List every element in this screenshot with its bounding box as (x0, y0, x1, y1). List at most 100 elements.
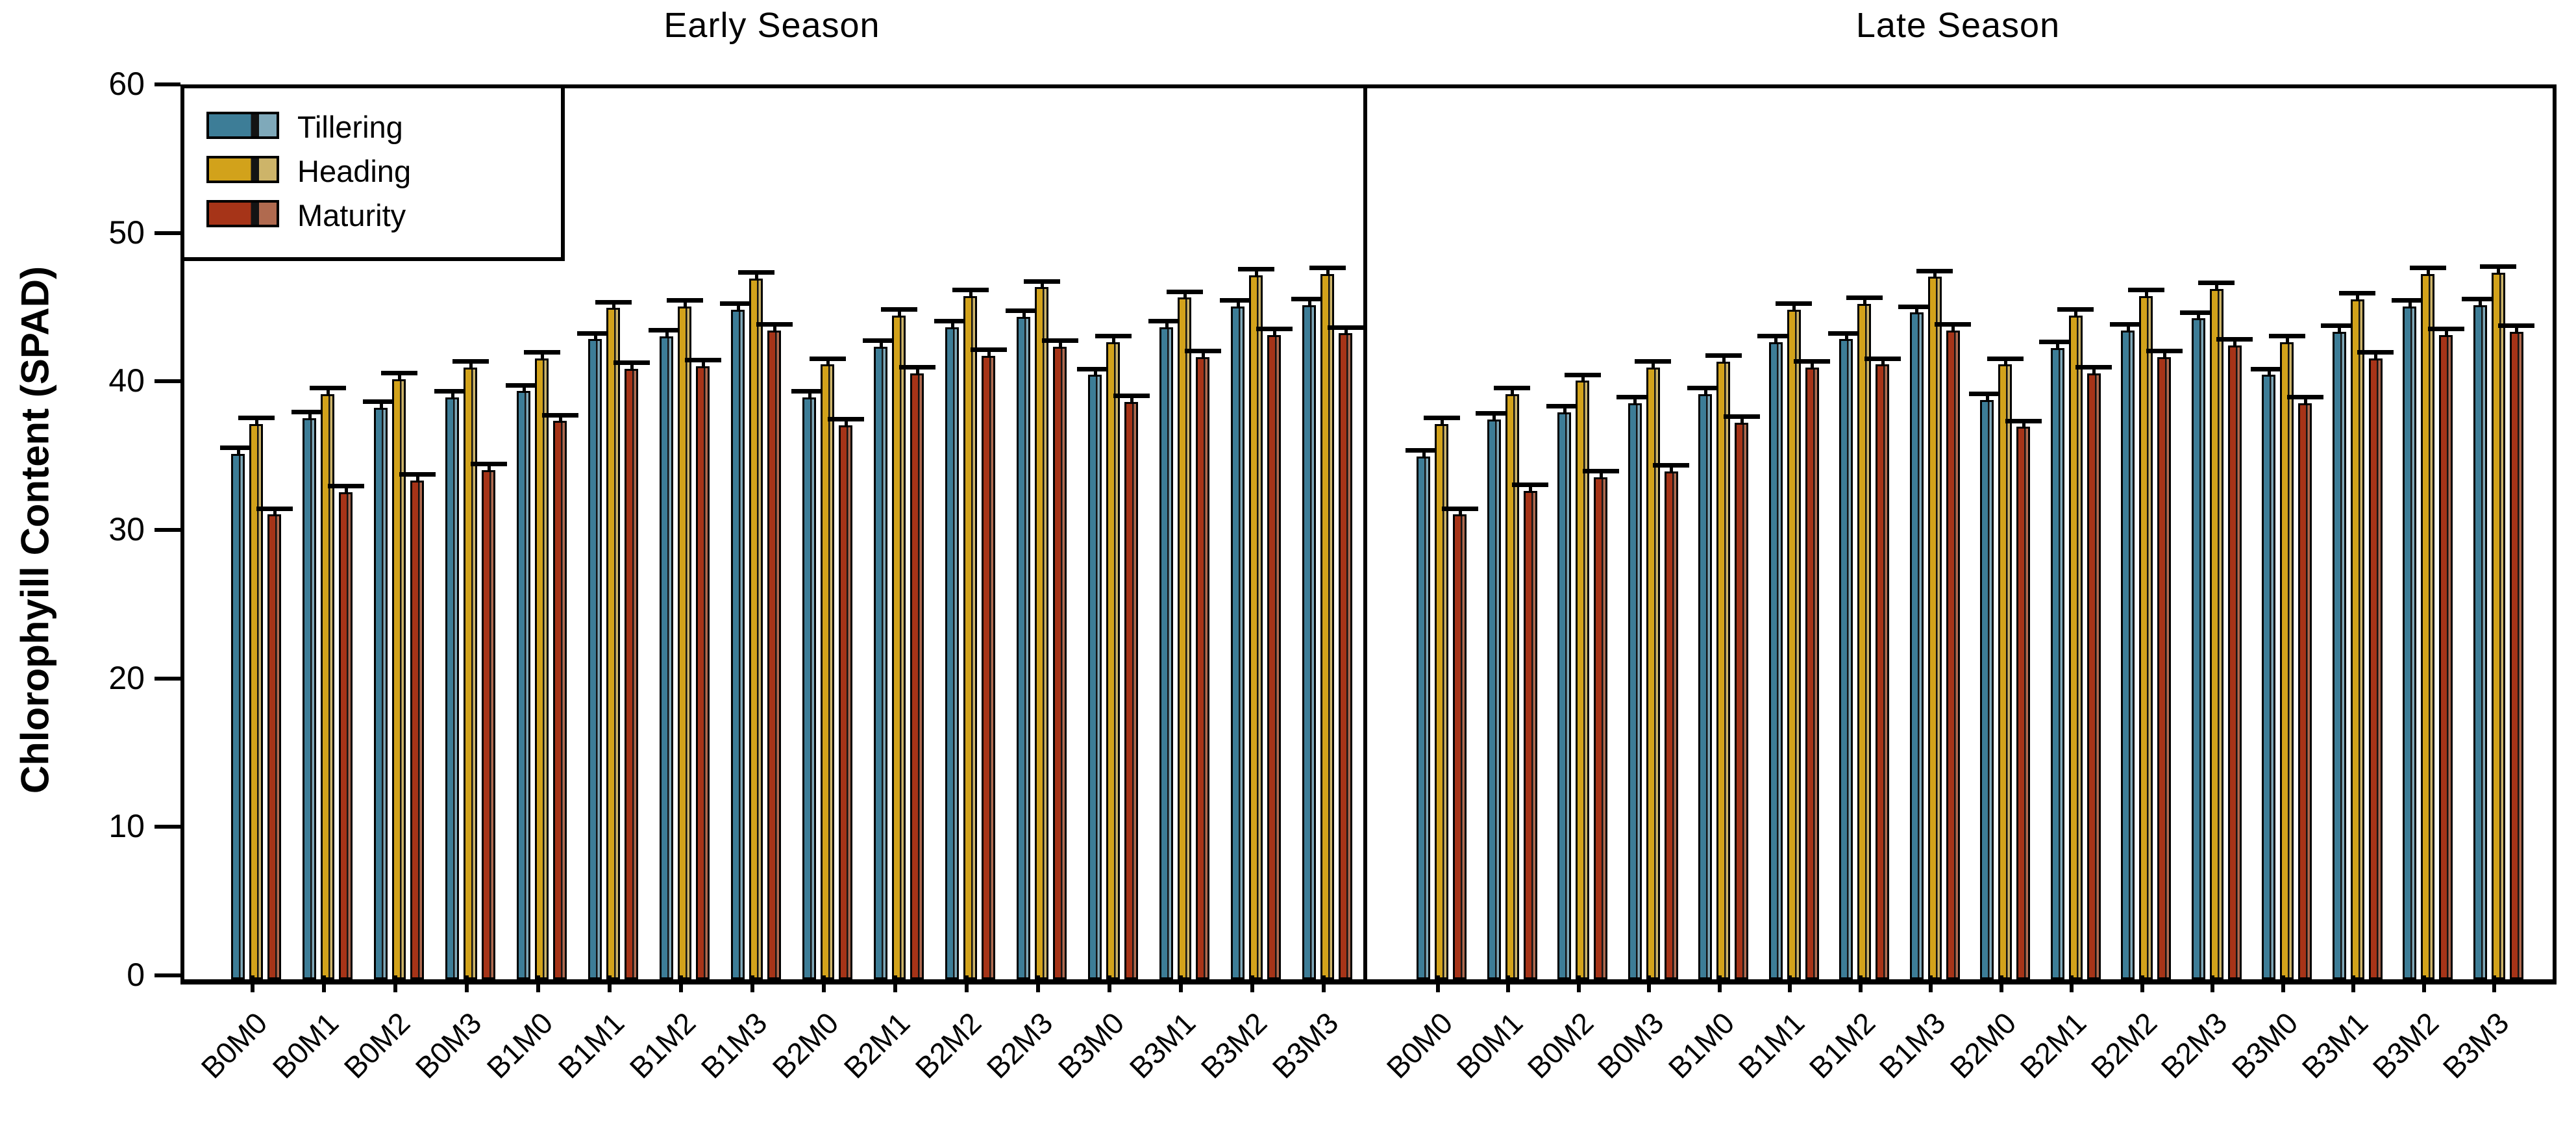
error-bar (2408, 301, 2412, 308)
x-tick-mark (1858, 975, 1863, 992)
x-tick-mark (821, 975, 826, 992)
error-bar (754, 273, 758, 280)
error-bar (1254, 270, 1258, 277)
bar-b3m0-maturity (1124, 401, 1138, 979)
error-bar (1165, 322, 1169, 329)
error-bar (2515, 327, 2518, 334)
x-tick-mark (1250, 975, 1254, 992)
error-bar-cap (1023, 279, 1060, 284)
error-bar-cap (2180, 310, 2216, 315)
error-bar-cap (1635, 359, 1671, 364)
error-bar (273, 509, 277, 516)
bar-b3m2-heading (2421, 273, 2434, 979)
bar-b1m2-maturity (696, 366, 710, 979)
error-bar (1844, 334, 1848, 341)
error-bar-cap (952, 288, 989, 293)
error-bar (1811, 362, 1814, 369)
bar-b0m1-maturity (1523, 490, 1537, 979)
error-bar (326, 389, 330, 396)
bar-b3m3-maturity (2509, 332, 2523, 979)
error-bar-cap (380, 371, 417, 376)
error-bar (1326, 269, 1330, 275)
error-bar-cap (970, 347, 1007, 352)
error-bar-cap (1237, 267, 1274, 272)
error-bar (2426, 269, 2430, 275)
error-bar-cap (2339, 291, 2375, 295)
error-bar-cap (362, 399, 399, 404)
error-bar (344, 487, 348, 494)
error-bar (1511, 389, 1514, 396)
bar-b2m2-tillering (2121, 330, 2135, 979)
bar-b2m3-maturity (2227, 345, 2242, 979)
error-bar-cap (791, 388, 828, 394)
error-bar (2356, 294, 2359, 301)
legend: Tillering Heading Maturity (180, 84, 565, 261)
error-bar (1863, 298, 1866, 305)
error-bar (379, 402, 383, 409)
error-bar (1458, 509, 1462, 516)
error-bar (897, 310, 901, 317)
x-tick-mark (678, 975, 683, 992)
x-tick-mark (1576, 975, 1581, 992)
bar-b1m0-heading (535, 358, 549, 979)
bar-b3m1-maturity (1196, 357, 1209, 979)
error-bar (1236, 301, 1240, 308)
error-bar (1581, 375, 1585, 382)
bar-b0m2-tillering (1557, 412, 1571, 979)
bar-b1m2-heading (1857, 303, 1871, 979)
error-bar (1881, 359, 1885, 366)
bar-b3m0-heading (1106, 342, 1120, 979)
error-bar-cap (1616, 395, 1653, 400)
bar-b0m3-tillering (445, 397, 459, 979)
error-bar-cap (256, 506, 293, 511)
error-bar (415, 475, 419, 482)
error-bar (683, 301, 687, 308)
error-bar (773, 325, 776, 332)
bar-b2m2-maturity (2157, 357, 2171, 979)
bar-b1m1-heading (1787, 309, 1801, 979)
bar-b1m1-maturity (1805, 367, 1819, 979)
bar-b2m2-heading (963, 296, 977, 979)
bar-b2m3-tillering (1017, 317, 1030, 979)
bar-b3m1-maturity (2368, 358, 2383, 979)
error-bar-cap (505, 382, 542, 388)
error-bar-cap (1166, 289, 1203, 294)
bar-b2m1-tillering (2050, 348, 2064, 979)
error-bar-cap (1327, 325, 1364, 330)
error-bar-cap (2391, 298, 2428, 303)
x-tick-mark (964, 975, 969, 992)
y-tick-mark (155, 231, 180, 235)
bar-b1m0-tillering (517, 391, 530, 979)
error-bar-cap (1582, 469, 1619, 474)
bar-b0m2-maturity (410, 480, 424, 979)
error-bar-cap (2357, 350, 2394, 355)
error-bar-cap (666, 298, 703, 303)
x-tick-mark (250, 975, 254, 992)
error-bar-cap (1687, 386, 1724, 391)
y-tick-label: 10 (108, 808, 145, 845)
error-bar-cap (1846, 295, 1883, 300)
error-bar (2056, 343, 2059, 350)
error-bar-cap (1476, 411, 1512, 416)
error-bar (808, 392, 811, 399)
error-bar (2003, 359, 2007, 366)
error-bar (1529, 485, 1532, 492)
x-tick-mark (2211, 975, 2214, 992)
bar-b0m3-maturity (482, 470, 495, 979)
error-bar (1670, 466, 1673, 473)
error-bar-cap (2409, 266, 2446, 271)
bar-b0m3-maturity (1664, 471, 1678, 979)
error-bar (736, 305, 740, 311)
error-bar-cap (470, 461, 507, 466)
bar-b1m0-tillering (1698, 394, 1712, 979)
error-bar-cap (452, 359, 489, 364)
bar-b1m2-tillering (1839, 339, 1853, 979)
error-bar (2074, 310, 2077, 317)
bar-b2m0-tillering (1980, 400, 1994, 979)
bar-b1m3-maturity (1946, 330, 1960, 979)
error-bar (950, 322, 954, 329)
error-bar-cap (934, 319, 971, 324)
error-bar-cap (827, 417, 864, 422)
x-tick-mark (393, 975, 397, 992)
error-bar (612, 303, 615, 310)
